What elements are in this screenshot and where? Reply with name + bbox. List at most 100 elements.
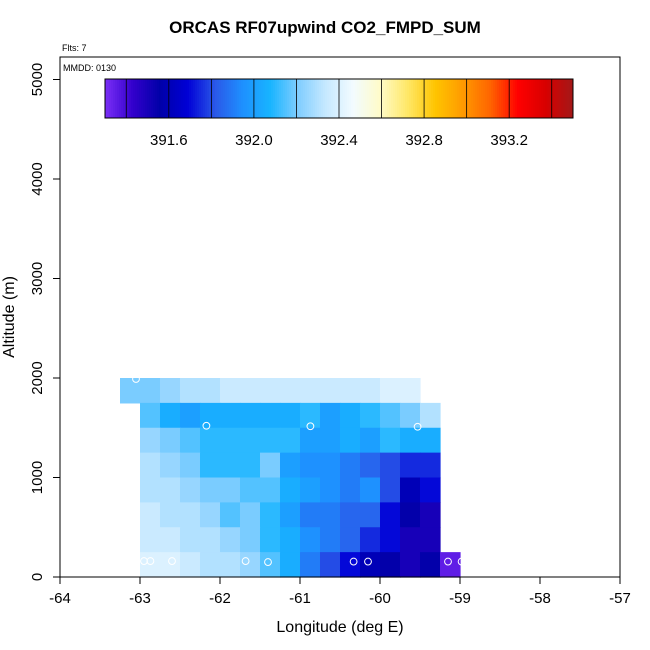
colorbar-swatch bbox=[297, 79, 300, 118]
colorbar-swatch bbox=[373, 79, 376, 118]
colorbar-swatch bbox=[191, 79, 194, 118]
colorbar-swatch bbox=[451, 79, 454, 118]
heatmap-cell bbox=[200, 527, 221, 553]
colorbar-swatch bbox=[419, 79, 422, 118]
colorbar-swatch bbox=[171, 79, 174, 118]
colorbar-swatch bbox=[535, 79, 538, 118]
colorbar-swatch bbox=[537, 79, 540, 118]
plot-frame bbox=[59, 56, 621, 578]
heatmap-cell bbox=[320, 502, 341, 528]
colorbar-swatch bbox=[469, 79, 472, 118]
heatmap-cell bbox=[300, 527, 321, 553]
heatmap-cell bbox=[260, 402, 281, 429]
colorbar-swatch bbox=[275, 79, 278, 118]
colorbar-swatch bbox=[379, 79, 382, 118]
heatmap-cell bbox=[280, 427, 301, 454]
colorbar-swatch bbox=[259, 79, 262, 118]
colorbar-swatch bbox=[269, 79, 272, 118]
colorbar-swatch bbox=[511, 79, 514, 118]
colorbar-swatch bbox=[359, 79, 362, 118]
colorbar-swatch bbox=[477, 79, 480, 118]
colorbar-swatch bbox=[557, 79, 560, 118]
colorbar-swatch bbox=[229, 79, 232, 118]
colorbar-swatch bbox=[559, 79, 562, 118]
heatmap-cell bbox=[200, 427, 221, 454]
colorbar-swatch bbox=[173, 79, 176, 118]
colorbar-swatch bbox=[247, 79, 250, 118]
heatmap-cell bbox=[260, 427, 281, 454]
colorbar-swatch bbox=[421, 79, 424, 118]
colorbar-swatch bbox=[175, 79, 178, 118]
colorbar-swatch bbox=[225, 79, 228, 118]
heatmap-cell bbox=[180, 378, 201, 404]
colorbar-swatch bbox=[465, 79, 468, 118]
colorbar-swatch bbox=[183, 79, 186, 118]
heatmap-cell bbox=[260, 502, 281, 528]
sample-point bbox=[241, 557, 250, 565]
colorbar-swatch bbox=[569, 79, 572, 118]
colorbar-swatch bbox=[333, 79, 336, 118]
colorbar-swatch bbox=[205, 79, 208, 118]
flights-count-label: Flts: 7 bbox=[62, 43, 87, 53]
colorbar-swatch bbox=[239, 79, 242, 118]
heatmap-cell bbox=[220, 402, 241, 429]
colorbar-swatch bbox=[185, 79, 188, 118]
colorbar-swatch bbox=[263, 79, 266, 118]
colorbar-swatch bbox=[111, 79, 114, 118]
colorbar-swatch bbox=[349, 79, 352, 118]
heatmap-cell bbox=[280, 378, 301, 404]
heatmap-cell bbox=[300, 452, 321, 479]
colorbar-swatch bbox=[189, 79, 192, 118]
colorbar-swatch bbox=[331, 79, 334, 118]
colorbar-swatch bbox=[457, 79, 460, 118]
colorbar-swatch bbox=[319, 79, 322, 118]
colorbar-swatch bbox=[301, 79, 304, 118]
colorbar-swatch bbox=[223, 79, 226, 118]
heatmap-cell bbox=[240, 502, 261, 528]
colorbar-swatch bbox=[317, 79, 320, 118]
heatmap-cell bbox=[360, 452, 381, 479]
colorbar-swatch bbox=[303, 79, 306, 118]
colorbar-swatch bbox=[527, 79, 530, 118]
y-axis-tick-label: 1000 bbox=[29, 461, 46, 494]
colorbar-swatch bbox=[119, 79, 122, 118]
colorbar-swatch bbox=[311, 79, 314, 118]
colorbar-swatch bbox=[567, 79, 570, 118]
heatmap-cell bbox=[360, 552, 381, 578]
heatmap-cell bbox=[360, 527, 381, 553]
colorbar-swatch bbox=[305, 79, 308, 118]
colorbar-swatch bbox=[429, 79, 432, 118]
heatmap-cell bbox=[260, 378, 281, 404]
colorbar-swatch bbox=[139, 79, 142, 118]
heatmap-cell bbox=[220, 552, 241, 578]
colorbar-swatch bbox=[267, 79, 270, 118]
colorbar-swatch bbox=[179, 79, 182, 118]
colorbar-swatch bbox=[549, 79, 552, 118]
colorbar-swatch bbox=[445, 79, 448, 118]
colorbar-swatch bbox=[433, 79, 436, 118]
heatmap-cell bbox=[220, 427, 241, 454]
heatmap-cell bbox=[400, 452, 421, 479]
colorbar-swatch bbox=[163, 79, 166, 118]
colorbar-swatch bbox=[539, 79, 542, 118]
colorbar-swatch bbox=[377, 79, 380, 118]
colorbar-swatch bbox=[449, 79, 452, 118]
colorbar-swatch bbox=[287, 79, 290, 118]
colorbar: 391.6 392.0 392.4 392.8 393.2 bbox=[104, 78, 574, 149]
colorbar-swatch bbox=[439, 79, 442, 118]
colorbar-swatch bbox=[525, 79, 528, 118]
colorbar-swatch bbox=[541, 79, 544, 118]
colorbar-swatch bbox=[443, 79, 446, 118]
heatmap-cell bbox=[160, 502, 181, 528]
heatmap-cell bbox=[260, 477, 281, 503]
heatmap-cell bbox=[400, 552, 421, 578]
heatmap-cell bbox=[300, 427, 321, 454]
colorbar-swatch bbox=[113, 79, 116, 118]
heatmap-cell bbox=[320, 452, 341, 479]
heatmap-cell bbox=[360, 477, 381, 503]
colorbar-swatch bbox=[323, 79, 326, 118]
heatmap-cell bbox=[160, 552, 181, 578]
colorbar-swatch bbox=[531, 79, 534, 118]
x-axis-tick-label: -63 bbox=[129, 590, 151, 607]
heatmap-cell bbox=[440, 552, 461, 578]
